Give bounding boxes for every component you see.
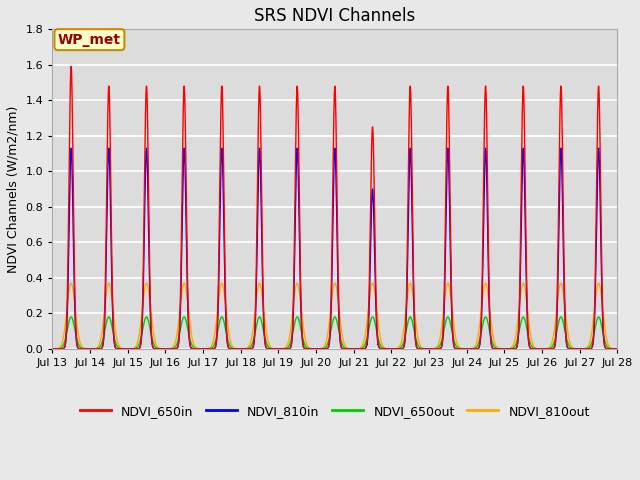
Title: SRS NDVI Channels: SRS NDVI Channels	[254, 7, 415, 25]
Text: WP_met: WP_met	[58, 33, 121, 47]
Legend: NDVI_650in, NDVI_810in, NDVI_650out, NDVI_810out: NDVI_650in, NDVI_810in, NDVI_650out, NDV…	[75, 400, 595, 423]
Y-axis label: NDVI Channels (W/m2/nm): NDVI Channels (W/m2/nm)	[7, 106, 20, 273]
